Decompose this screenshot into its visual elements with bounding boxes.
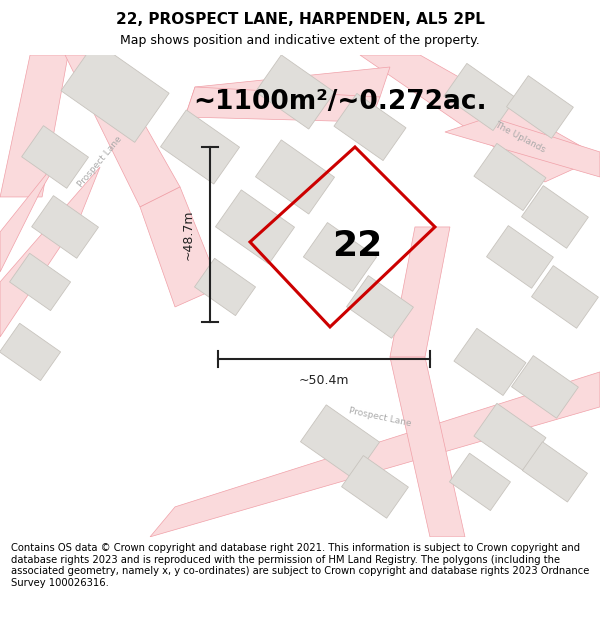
Polygon shape — [22, 126, 88, 188]
Polygon shape — [0, 55, 68, 197]
Text: 22, PROSPECT LANE, HARPENDEN, AL5 2PL: 22, PROSPECT LANE, HARPENDEN, AL5 2PL — [116, 12, 484, 27]
Text: Prospect Lane: Prospect Lane — [348, 406, 412, 428]
Polygon shape — [61, 42, 169, 142]
Polygon shape — [0, 323, 61, 381]
Polygon shape — [445, 117, 600, 177]
Polygon shape — [304, 222, 377, 291]
Polygon shape — [194, 258, 256, 316]
Text: The Uplands: The Uplands — [493, 120, 547, 154]
Polygon shape — [215, 190, 295, 264]
Polygon shape — [301, 405, 380, 479]
Text: Contains OS data © Crown copyright and database right 2021. This information is : Contains OS data © Crown copyright and d… — [11, 543, 589, 588]
Polygon shape — [140, 187, 220, 307]
Polygon shape — [0, 167, 100, 337]
Polygon shape — [10, 253, 71, 311]
Polygon shape — [65, 55, 180, 207]
Polygon shape — [256, 55, 335, 129]
Polygon shape — [390, 227, 450, 357]
Text: ~1100m²/~0.272ac.: ~1100m²/~0.272ac. — [193, 89, 487, 115]
Polygon shape — [449, 453, 511, 511]
Polygon shape — [523, 442, 587, 502]
Polygon shape — [150, 372, 600, 537]
Polygon shape — [341, 456, 409, 518]
Polygon shape — [512, 356, 578, 418]
Polygon shape — [474, 403, 546, 471]
Text: ~50.4m: ~50.4m — [299, 374, 349, 388]
Polygon shape — [347, 276, 413, 338]
Polygon shape — [32, 196, 98, 258]
Polygon shape — [444, 63, 516, 131]
Polygon shape — [454, 328, 526, 396]
Polygon shape — [487, 226, 553, 288]
Text: Map shows position and indicative extent of the property.: Map shows position and indicative extent… — [120, 34, 480, 47]
Text: Prospect Lane: Prospect Lane — [76, 135, 124, 189]
Polygon shape — [506, 76, 574, 138]
Polygon shape — [360, 55, 600, 182]
Polygon shape — [521, 186, 589, 248]
Polygon shape — [532, 266, 598, 328]
Polygon shape — [0, 157, 60, 272]
Polygon shape — [474, 143, 546, 211]
Polygon shape — [185, 67, 390, 117]
Polygon shape — [334, 93, 406, 161]
Text: ~48.7m: ~48.7m — [182, 209, 194, 260]
Polygon shape — [256, 140, 335, 214]
Polygon shape — [161, 110, 239, 184]
Polygon shape — [390, 357, 465, 537]
Polygon shape — [185, 87, 380, 122]
Text: 22: 22 — [332, 229, 383, 262]
